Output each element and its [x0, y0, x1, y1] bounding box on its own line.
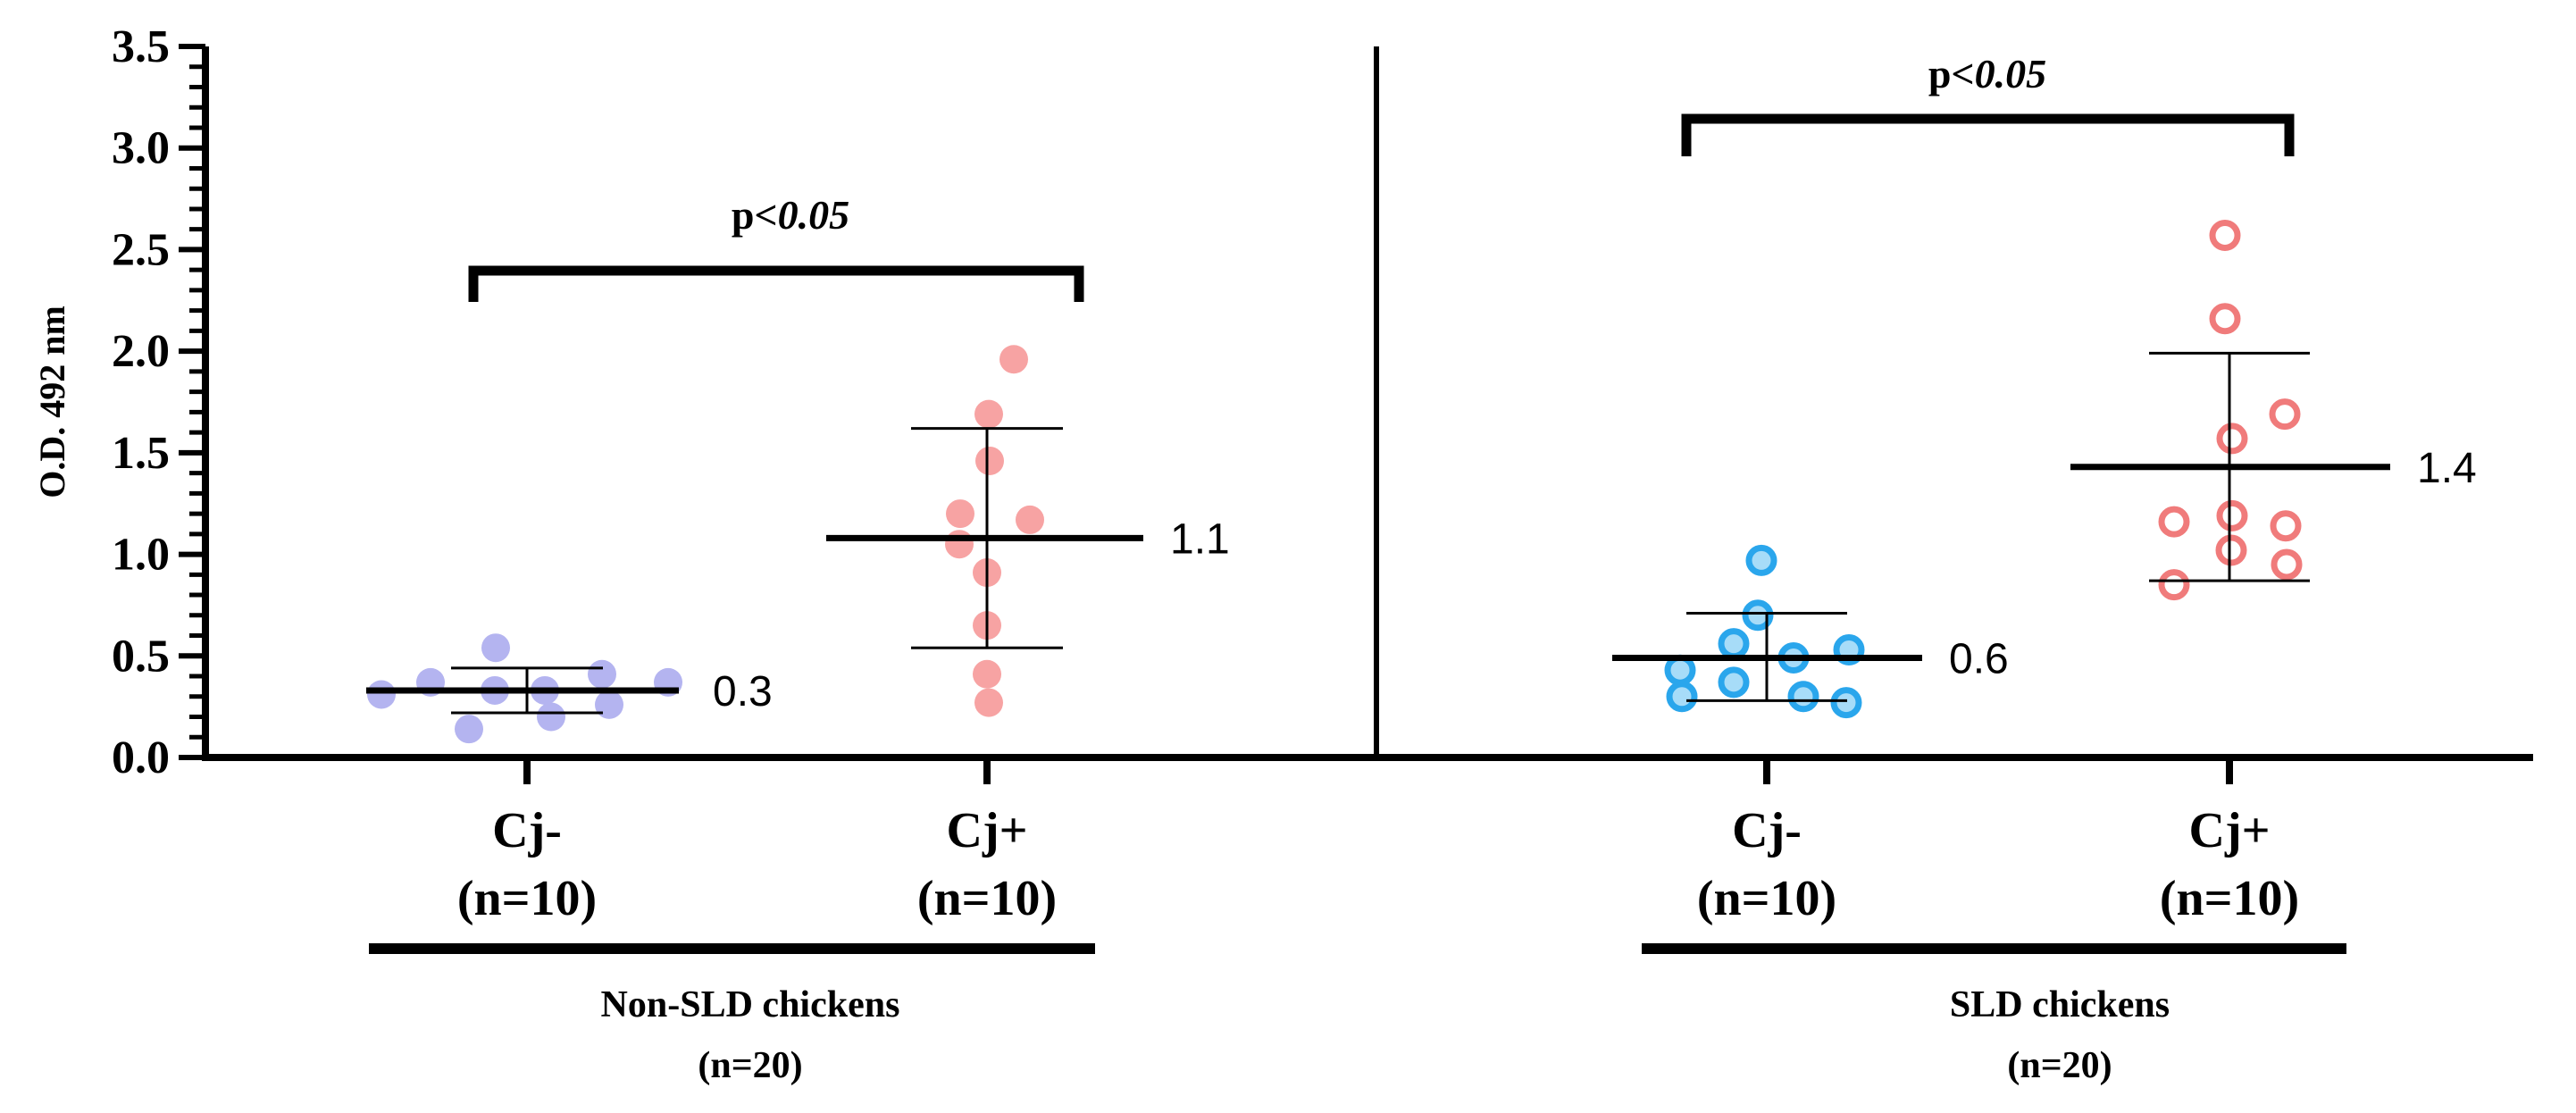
data-point: [975, 446, 1004, 475]
data-point: [2209, 303, 2241, 335]
data-point: [1787, 681, 1819, 713]
significance-bracket: [468, 265, 1084, 302]
category-label: Cj-: [1732, 803, 1802, 858]
mean-value-label: 1.4: [2417, 445, 2477, 492]
series-cj-plus: 1.4: [2070, 220, 2477, 784]
mean-value-label: 0.3: [713, 668, 773, 716]
series-cj-minus: 0.3: [366, 633, 773, 784]
data-point: [1016, 505, 1044, 534]
data-point: [1664, 654, 1696, 686]
data-point: [2271, 548, 2303, 581]
group-n-label: (n=20): [698, 1045, 802, 1086]
y-tick-label: 1.0: [112, 530, 170, 581]
group-n-label: (n=20): [2007, 1045, 2112, 1086]
y-tick-label: 2.0: [112, 326, 170, 377]
category-label: Cj+: [2189, 803, 2271, 858]
category-label: Cj+: [947, 803, 1028, 858]
y-tick-label: 2.5: [112, 224, 170, 275]
p-value-label: p<0.05: [1928, 51, 2046, 96]
data-point: [455, 715, 483, 744]
data-point: [973, 659, 1001, 689]
data-point: [2269, 398, 2301, 431]
y-tick-label: 1.5: [112, 428, 170, 479]
data-point: [2209, 220, 2241, 252]
data-point: [588, 659, 616, 689]
data-point: [1718, 666, 1750, 699]
y-tick-labels: 0.0 0.5 1.0 1.5 2.0 2.5 3.0 3.5: [112, 21, 170, 783]
y-tick-label: 0.0: [112, 732, 170, 783]
data-point: [945, 530, 974, 559]
category-n-label: (n=10): [2160, 871, 2299, 926]
data-point: [1745, 544, 1777, 576]
group-label: SLD chickens: [1950, 984, 2170, 1025]
mean-value-label: 1.1: [1170, 515, 1230, 563]
data-point: [2270, 510, 2302, 542]
data-point: [2216, 423, 2248, 455]
data-point: [367, 680, 396, 709]
y-tick-label: 3.0: [112, 123, 170, 174]
data-point: [2215, 534, 2247, 566]
data-point: [2158, 569, 2190, 601]
significance-bracket: [1681, 113, 2295, 156]
data-point: [1742, 599, 1774, 632]
data-point: [974, 688, 1003, 717]
y-axis-label: O.D. 492 nm: [32, 305, 72, 498]
panel-non-sld: p<0.05 0.3 1.1 Cj- (n=10) Cj+ (n=10) Non…: [366, 192, 1230, 1086]
mean-value-label: 0.6: [1949, 636, 2009, 683]
category-n-label: (n=10): [1697, 871, 1836, 926]
p-value-label: p<0.05: [732, 192, 849, 238]
category-n-label: (n=10): [917, 871, 1057, 926]
data-point: [1718, 628, 1750, 660]
series-cj-plus: 1.1: [826, 345, 1230, 784]
y-tick-label: 3.5: [112, 21, 170, 72]
data-point: [481, 633, 510, 663]
data-point: [946, 499, 974, 529]
data-point: [2158, 506, 2190, 538]
group-label: Non-SLD chickens: [601, 984, 900, 1025]
data-point: [595, 690, 623, 719]
data-point: [2216, 499, 2248, 531]
data-point: [1666, 681, 1698, 713]
data-point: [537, 702, 565, 732]
category-label: Cj-: [492, 803, 562, 858]
bracket-line: [468, 265, 1084, 302]
data-point: [974, 399, 1003, 429]
y-ticks: [179, 44, 205, 760]
panel-sld: p<0.05 0.6 1.4 Cj- (n=10) Cj+ (n=10) SLD…: [1612, 51, 2477, 1086]
series-cj-minus: 0.6: [1612, 544, 2009, 784]
category-n-label: (n=10): [457, 871, 597, 926]
data-point: [1830, 687, 1862, 719]
data-point: [999, 345, 1028, 374]
y-tick-label: 0.5: [112, 631, 170, 682]
bracket-line: [1681, 113, 2295, 156]
